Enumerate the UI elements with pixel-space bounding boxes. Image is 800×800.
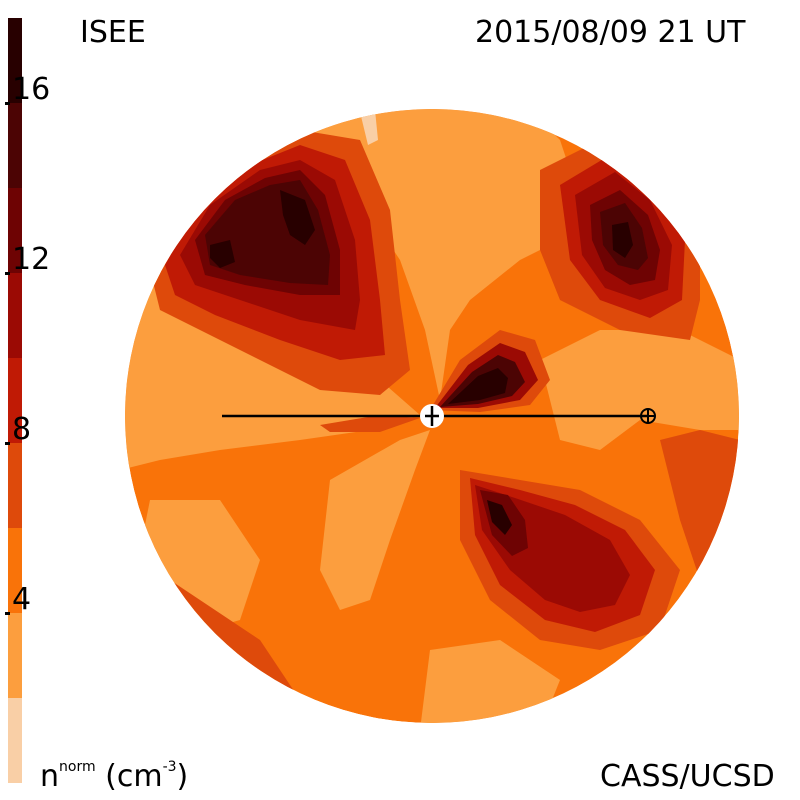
earth-marker — [640, 408, 656, 424]
contour-center-peak — [448, 368, 508, 404]
unit-close: ) — [176, 759, 189, 794]
contour-tl-peak-b — [210, 240, 235, 268]
colorbar-band — [8, 528, 22, 613]
colorbar-band — [8, 188, 22, 273]
colorbar-band — [8, 103, 22, 188]
unit-exponent: -3 — [162, 759, 177, 775]
colorbar-band — [8, 273, 22, 358]
colorbar-tick-label: 12 — [12, 242, 51, 277]
contour-tl-peak-a — [280, 190, 315, 245]
colorbar-band — [8, 698, 22, 783]
contour-light-mid-left — [320, 430, 430, 610]
contour-br-peak — [487, 500, 512, 535]
unit-superscript: norm — [59, 759, 96, 775]
unit-paren: (cm — [95, 759, 163, 794]
contour-light-right — [540, 330, 739, 450]
colorbar — [8, 18, 22, 783]
credit: CASS/UCSD — [600, 759, 775, 794]
colorbar-tick-mark — [5, 612, 10, 615]
colorbar-band — [8, 18, 22, 103]
colorbar-band — [8, 613, 22, 698]
sun-marker — [420, 404, 444, 428]
unit-label: nnorm (cm-3) — [40, 759, 189, 794]
contour-light-bottom — [420, 640, 560, 723]
colorbar-tick-label: 8 — [12, 412, 32, 447]
colorbar-tick-mark — [5, 442, 10, 445]
colorbar-band — [8, 443, 22, 528]
colorbar-band — [8, 358, 22, 443]
unit-symbol: n — [40, 759, 60, 794]
contour-lowest-patch — [360, 110, 378, 145]
colorbar-tick-mark — [5, 272, 10, 275]
colorbar-tick-label: 4 — [12, 582, 32, 617]
colorbar-bands — [8, 18, 22, 783]
colorbar-tick-label: 16 — [12, 72, 51, 107]
view-title: ISEE — [80, 15, 146, 50]
contour-center-left-streak — [320, 415, 420, 432]
timestamp: 2015/08/09 21 UT — [475, 15, 746, 50]
colorbar-tick-mark — [5, 102, 10, 105]
contour-tr-peak — [612, 222, 633, 258]
